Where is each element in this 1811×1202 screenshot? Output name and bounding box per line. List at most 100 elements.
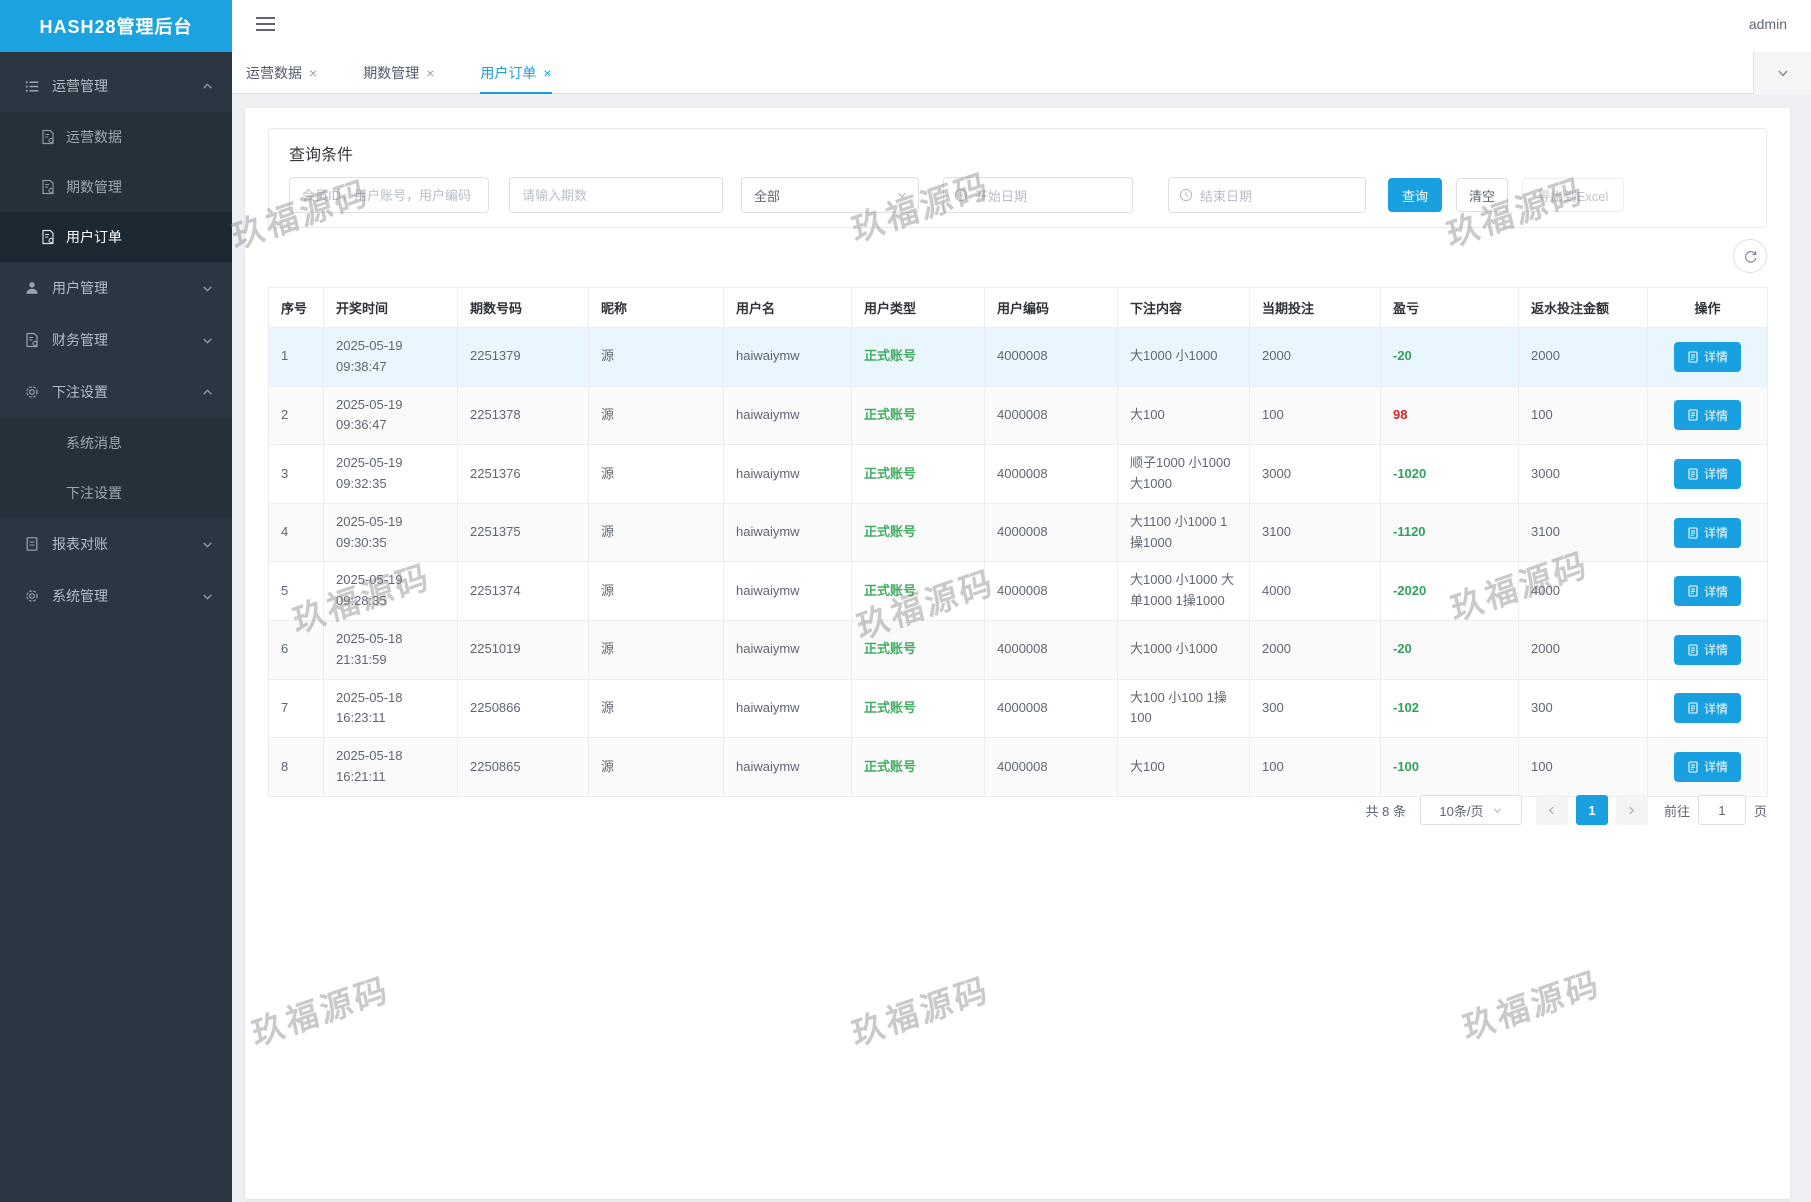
sidebar-item-系统管理[interactable]: 系统管理 (0, 570, 232, 622)
sidebar-item-系统消息[interactable]: 系统消息 (0, 418, 232, 468)
prev-page-button[interactable] (1535, 795, 1568, 825)
cell-username: haiwaiymw (723, 502, 852, 563)
table-row[interactable]: 6 2025-05-18 21:31:59 2251019 源 haiwaiymw 正式账… (268, 619, 1768, 680)
detail-button[interactable]: 详情 (1673, 400, 1741, 431)
pagination-total: 共 8 条 (1365, 803, 1406, 819)
sidebar-item-运营管理[interactable]: 运营管理 (0, 60, 232, 112)
tab-close-icon[interactable]: × (309, 64, 318, 81)
cell-no: 5 (268, 561, 324, 621)
refresh-button[interactable] (1733, 239, 1767, 273)
table-header-row: 序号 开奖时间 期数号码 昵称 用户名 用户类型 用户编码 下注内容 当期投注 盈亏 返水投注金额操… (268, 287, 1768, 328)
cell-pl: -1020 (1380, 444, 1519, 504)
table-row[interactable]: 4 2025-05-19 09:30:35 2251375 源 haiwaiymw 正式账… (268, 502, 1768, 563)
cell-no: 8 (268, 737, 324, 797)
tab-期数管理[interactable]: 期数管理 × (363, 52, 434, 93)
cell-username: haiwaiymw (723, 737, 852, 797)
cell-rebate: 300 (1518, 678, 1648, 739)
cell-rebate: 100 (1518, 385, 1648, 446)
page-size-select[interactable]: 10条/页 (1419, 795, 1522, 825)
sidebar-item-用户订单[interactable]: 用户订单 (0, 212, 232, 262)
sidebar-item-运营数据[interactable]: 运营数据 (0, 112, 232, 162)
cell-pl: -1120 (1380, 502, 1519, 563)
cell-pl: -2020 (1380, 561, 1519, 621)
cell-nick: 源 (588, 502, 724, 563)
search-button[interactable]: 查询 (1388, 178, 1442, 212)
clear-button[interactable]: 清空 (1456, 178, 1508, 212)
column-header-期数号码: 期数号码 (457, 287, 589, 328)
table-row[interactable]: 8 2025-05-18 16:21:11 2250865 源 haiwaiymw 正式账… (268, 737, 1768, 797)
cell-time: 2025-05-19 09:38:47 (323, 327, 458, 387)
tab-close-icon[interactable]: × (543, 64, 552, 81)
cell-no: 7 (268, 678, 324, 739)
current-user-label[interactable]: admin (1748, 16, 1787, 32)
top-bar: admin (232, 0, 1811, 52)
sidebar-item-下注设置[interactable]: 下注设置 (0, 366, 232, 418)
cell-type: 正式账号 (851, 619, 985, 680)
sidebar-item-报表对账[interactable]: 报表对账 (0, 518, 232, 570)
table-row[interactable]: 7 2025-05-18 16:23:11 2250866 源 haiwaiymw 正式账… (268, 678, 1768, 739)
goto-page-input[interactable] (1697, 795, 1746, 825)
user-search-input[interactable] (289, 177, 489, 213)
sidebar-item-label: 用户管理 (52, 280, 108, 296)
chevron-right-icon (1629, 806, 1635, 814)
detail-button[interactable]: 详情 (1673, 341, 1741, 372)
cell-bet: 大1000 小1000 (1117, 327, 1250, 387)
hamburger-menu-icon[interactable] (256, 17, 275, 32)
detail-button[interactable]: 详情 (1673, 517, 1741, 548)
end-date-input[interactable]: 结束日期 (1168, 177, 1366, 213)
cell-code: 4000008 (984, 678, 1118, 739)
doc-gear-icon (40, 229, 56, 245)
column-header-开奖时间: 开奖时间 (323, 287, 458, 328)
detail-button[interactable]: 详情 (1673, 576, 1741, 607)
cell-nick: 源 (588, 678, 724, 739)
cell-bet: 大1000 小1000 (1117, 619, 1250, 680)
sidebar-item-下注设置[interactable]: 下注设置 (0, 468, 232, 518)
start-date-placeholder: 开始日期 (975, 188, 1028, 204)
doc-white-icon (1687, 527, 1699, 539)
table-row[interactable]: 5 2025-05-19 09:28:35 2251374 源 haiwaiymw 正式账… (268, 561, 1768, 621)
pagination: 共 8 条 10条/页 1 前往 页 (1365, 795, 1767, 825)
start-date-input[interactable]: 开始日期 (943, 177, 1133, 213)
goto-page-suffix: 页 (1753, 803, 1767, 819)
period-number-input[interactable] (509, 177, 723, 213)
cell-bet: 大100 (1117, 385, 1250, 446)
doc-white-icon (1687, 351, 1699, 363)
detail-button[interactable]: 详情 (1673, 458, 1741, 489)
detail-button[interactable]: 详情 (1673, 751, 1741, 782)
table-row[interactable]: 1 2025-05-19 09:38:47 2251379 源 haiwaiymw 正式账… (268, 327, 1768, 387)
cell-nick: 源 (588, 385, 724, 446)
column-header-用户类型: 用户类型 (851, 287, 985, 328)
page-number-button[interactable]: 1 (1575, 795, 1608, 825)
account-type-value: 全部 (754, 188, 781, 204)
tabs-dropdown-button[interactable] (1753, 52, 1811, 94)
doc-gear-icon (24, 332, 41, 349)
table-row[interactable]: 2 2025-05-19 09:36:47 2251378 源 haiwaiymw 正式账… (268, 385, 1768, 446)
cell-username: haiwaiymw (723, 444, 852, 504)
sidebar-item-用户管理[interactable]: 用户管理 (0, 262, 232, 314)
sidebar-item-期数管理[interactable]: 期数管理 (0, 162, 232, 212)
cell-amount: 4000 (1249, 561, 1381, 621)
cell-actions: 详情 (1647, 502, 1768, 563)
doc-white-icon (1687, 702, 1699, 714)
account-type-select[interactable]: 全部 (741, 177, 919, 213)
column-header-用户编码: 用户编码 (984, 287, 1118, 328)
sidebar-item-财务管理[interactable]: 财务管理 (0, 314, 232, 366)
refresh-icon (1744, 250, 1756, 263)
tab-用户订单[interactable]: 用户订单 × (480, 52, 552, 94)
tab-label: 运营数据 (246, 64, 302, 81)
table-row[interactable]: 3 2025-05-19 09:32:35 2251376 源 haiwaiymw 正式账… (268, 444, 1768, 504)
user-icon (24, 280, 41, 297)
detail-button-label: 详情 (1703, 526, 1728, 541)
tab-运营数据[interactable]: 运营数据 × (246, 52, 317, 93)
tab-close-icon[interactable]: × (426, 64, 435, 81)
detail-button[interactable]: 详情 (1673, 634, 1741, 665)
sidebar-group-2: 财务管理 (0, 314, 232, 366)
cell-period: 2250865 (457, 737, 589, 797)
tab-label: 期数管理 (363, 64, 420, 81)
detail-button[interactable]: 详情 (1673, 693, 1741, 724)
sidebar-group-0: 运营管理 运营数据 期数管理 用户订单 (0, 60, 232, 262)
chevron-down-icon (1777, 70, 1788, 77)
next-page-button[interactable] (1615, 795, 1648, 825)
clock-icon (1179, 188, 1193, 202)
export-excel-button[interactable]: 导出到Excel (1522, 178, 1624, 212)
